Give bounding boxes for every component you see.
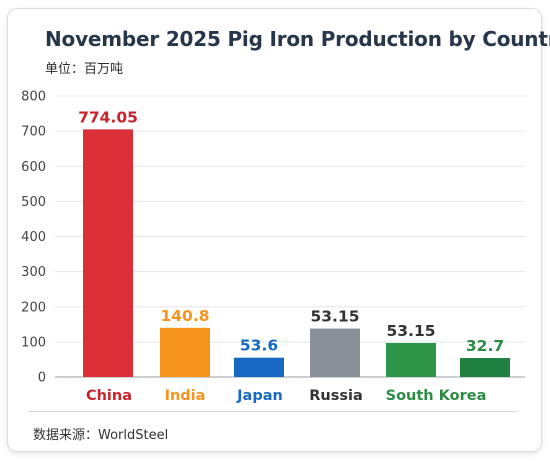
category-label: Japan (236, 388, 283, 404)
bar (460, 358, 510, 377)
bar (234, 357, 284, 377)
unit-label: 单位：百万吨 (45, 62, 124, 77)
footer-divider (28, 411, 517, 412)
y-tick-label: 200 (21, 300, 46, 315)
category-label: China (86, 388, 132, 404)
y-tick-label: 800 (21, 90, 46, 105)
bar-value-label: 774.05 (78, 108, 138, 126)
bar-value-label: 53.15 (310, 308, 359, 326)
source-note: 数据来源：WorldSteel (33, 428, 169, 443)
y-tick-label: 600 (21, 160, 46, 175)
bar (160, 327, 210, 377)
y-tick-label: 500 (21, 195, 46, 210)
y-tick-label: 400 (21, 230, 46, 245)
bar (83, 129, 133, 377)
y-tick-label: 300 (21, 265, 46, 280)
chart-title: November 2025 Pig Iron Production by Cou… (45, 27, 550, 51)
y-tick-label: 100 (21, 335, 46, 350)
category-label: India (165, 388, 206, 404)
bar (386, 342, 436, 377)
y-tick-label: 0 (38, 371, 46, 386)
bar-value-label: 140.8 (160, 307, 209, 325)
category-label: Russia (309, 388, 363, 404)
y-tick-label: 700 (21, 125, 46, 140)
bar-value-label: 32.7 (466, 337, 504, 355)
bar-value-label: 53.6 (240, 337, 278, 355)
category-label: South Korea (386, 388, 487, 404)
bar (310, 328, 360, 377)
bar-value-label: 53.15 (386, 322, 435, 340)
